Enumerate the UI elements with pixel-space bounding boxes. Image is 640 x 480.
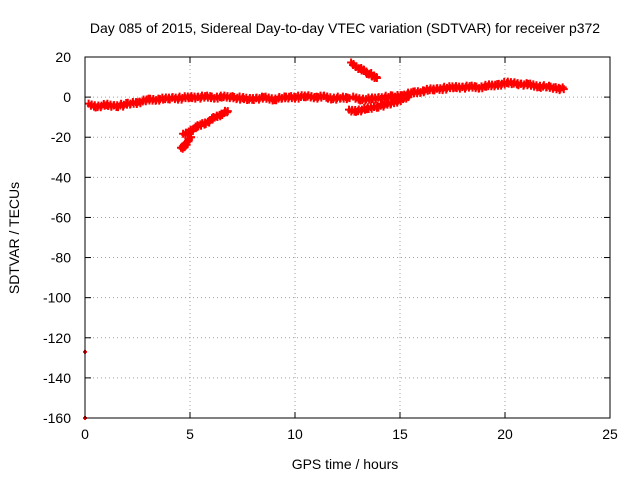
y-tick-label: -100	[43, 290, 71, 306]
y-tick-label: 20	[55, 49, 71, 65]
x-tick-label: 0	[81, 426, 89, 442]
series-tiny-arc	[177, 133, 196, 153]
data-point	[187, 133, 196, 142]
series-main-arc	[84, 91, 354, 112]
y-axis-label: SDTVAR / TECUs	[6, 182, 22, 294]
series-lower-arc	[345, 92, 413, 116]
x-tick-label: 5	[186, 426, 194, 442]
y-tick-label: -120	[43, 330, 71, 346]
chart-title: Day 085 of 2015, Sidereal Day-to-day VTE…	[90, 20, 600, 36]
series-short-arc-low	[179, 106, 232, 139]
data-point	[223, 107, 232, 116]
y-tick-label: -160	[43, 410, 71, 426]
grid	[85, 57, 610, 418]
data-point	[404, 93, 413, 102]
plot-area-border	[84, 56, 611, 419]
data-point	[372, 74, 381, 83]
series-rising-arc	[349, 77, 568, 105]
x-tick-label: 25	[602, 426, 618, 442]
axis-ticks: 0 5 10 15 20 25 20 0 -20 -40 -60 -80 -100 -120 -140 -16…	[43, 49, 618, 442]
x-axis-label: GPS time / hours	[292, 456, 399, 472]
y-tick-label: -140	[43, 370, 71, 386]
series-short-arc-high	[347, 58, 381, 83]
y-tick-label: 0	[63, 89, 71, 105]
data-points	[83, 58, 568, 420]
x-tick-label: 15	[392, 426, 408, 442]
y-tick-label: -60	[51, 209, 71, 225]
y-tick-label: -20	[51, 129, 71, 145]
x-tick-label: 20	[497, 426, 513, 442]
y-tick-label: -80	[51, 250, 71, 266]
x-tick-label: 10	[287, 426, 303, 442]
data-point	[559, 85, 568, 94]
y-tick-label: -40	[51, 169, 71, 185]
